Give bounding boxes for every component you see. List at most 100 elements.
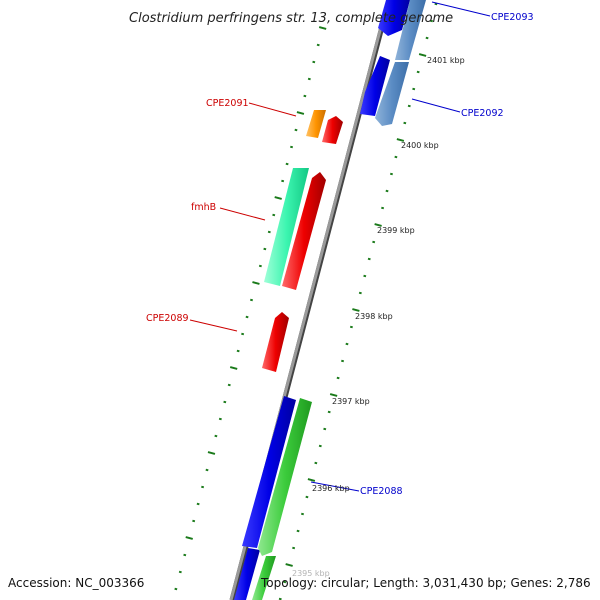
map-title: Clostridium perfringens str. 13, complet… [129,11,453,26]
major-tick [285,563,293,567]
gene-label-cpe2092[interactable]: CPE2092 [461,108,504,119]
gene-label-cpe2088[interactable]: CPE2088 [360,486,403,497]
minor-tick [323,427,327,431]
minor-tick [278,597,282,600]
minor-tick [394,155,398,159]
minor-tick [312,60,316,64]
minor-tick [314,461,318,465]
minor-tick [381,206,385,210]
minor-tick [281,179,285,183]
tick-label-2397: 2397 kbp [332,397,370,406]
minor-tick [205,468,209,472]
minor-tick [214,434,218,438]
minor-tick [305,495,309,499]
minor-tick [327,410,331,414]
major-tick [252,281,260,285]
minor-tick [245,315,249,319]
minor-tick [301,512,305,516]
minor-tick [385,189,389,193]
gene-label-cpe2089[interactable]: CPE2089 [146,313,189,324]
gene-label-cpe2091[interactable]: CPE2091 [206,98,249,109]
minor-tick [283,580,287,584]
minor-tick [249,298,254,302]
minor-tick [318,444,322,448]
inner-tick-track [174,26,327,591]
cpe2093-leader-line [431,1,491,17]
major-tick [352,308,360,312]
minor-tick [294,128,298,132]
minor-tick [345,342,349,346]
gene-cpe2092-secondary-arrow[interactable] [375,62,409,126]
minor-tick [372,240,376,244]
gene-fmhb-arrow[interactable] [264,168,309,286]
minor-tick [178,570,182,574]
outer-tick-track [278,2,438,600]
minor-tick [292,546,296,550]
minor-tick [349,325,353,329]
accession-text: Accession: NC_003366 [8,576,144,590]
gene-label-cpe2093[interactable]: CPE2093 [491,12,534,23]
gene-cpe2092-arrow[interactable] [360,56,390,116]
minor-tick [272,213,276,217]
gene-cpe2093-secondary-arrow[interactable] [395,0,426,60]
minor-tick [336,376,340,380]
gene-cpe2089-arrow[interactable] [262,312,289,372]
major-tick [229,366,238,370]
minor-tick [425,36,429,40]
gene-cpe2091-secondary-arrow[interactable] [322,116,343,144]
minor-tick [258,264,262,268]
major-tick [396,138,405,142]
genome-summary-text: Topology: circular; Length: 3,031,430 bp… [260,576,591,590]
minor-tick [316,43,320,47]
minor-tick [183,553,187,557]
minor-tick [389,172,393,176]
fmhb-leader-line [219,207,266,221]
minor-tick [201,485,205,489]
tick-label-2399: 2399 kbp [377,226,415,235]
minor-tick [430,19,434,23]
tick-label-2396: 2396 kbp [312,484,350,493]
cpe2092-leader-line [411,98,461,113]
minor-tick [363,274,367,278]
gene-label-fmhb[interactable]: fmhB [191,202,216,213]
minor-tick [307,77,311,81]
tick-label-2400: 2400 kbp [401,141,439,150]
minor-tick [403,121,407,125]
minor-tick [412,87,416,91]
cpe2088-leader-line [310,481,360,492]
minor-tick [227,383,231,387]
minor-tick [290,145,294,149]
tick-label-2398: 2398 kbp [355,312,393,321]
minor-tick [196,502,200,506]
minor-tick [285,162,289,166]
minor-tick [407,104,411,108]
minor-tick [267,230,271,234]
major-tick [274,196,282,200]
major-tick [207,451,216,455]
minor-tick [434,2,438,6]
minor-tick [218,417,222,421]
minor-tick [303,94,307,98]
minor-tick [223,400,227,404]
minor-tick [296,529,300,533]
major-tick [374,223,382,227]
gene-cpe2091-arrow[interactable] [306,110,326,138]
gene-cpe2088-arrow[interactable] [242,396,296,548]
gene-cpe2087-arrow[interactable] [234,548,260,600]
minor-tick [236,349,240,353]
minor-tick [416,70,420,74]
tick-label-2395: 2395 kbp [292,569,330,578]
cpe2089-leader-line [189,319,238,332]
minor-tick [358,291,362,295]
gene-cpe2093-arrow[interactable] [378,0,410,36]
gene-green-arrow-b[interactable] [252,556,276,600]
major-tick [418,53,427,57]
major-tick [307,478,316,482]
gene-fmhb-secondary-arrow[interactable] [282,172,326,290]
gene-green-arrow-a[interactable] [258,398,312,556]
major-tick [329,393,338,397]
minor-tick [263,247,267,251]
major-tick [318,26,327,30]
